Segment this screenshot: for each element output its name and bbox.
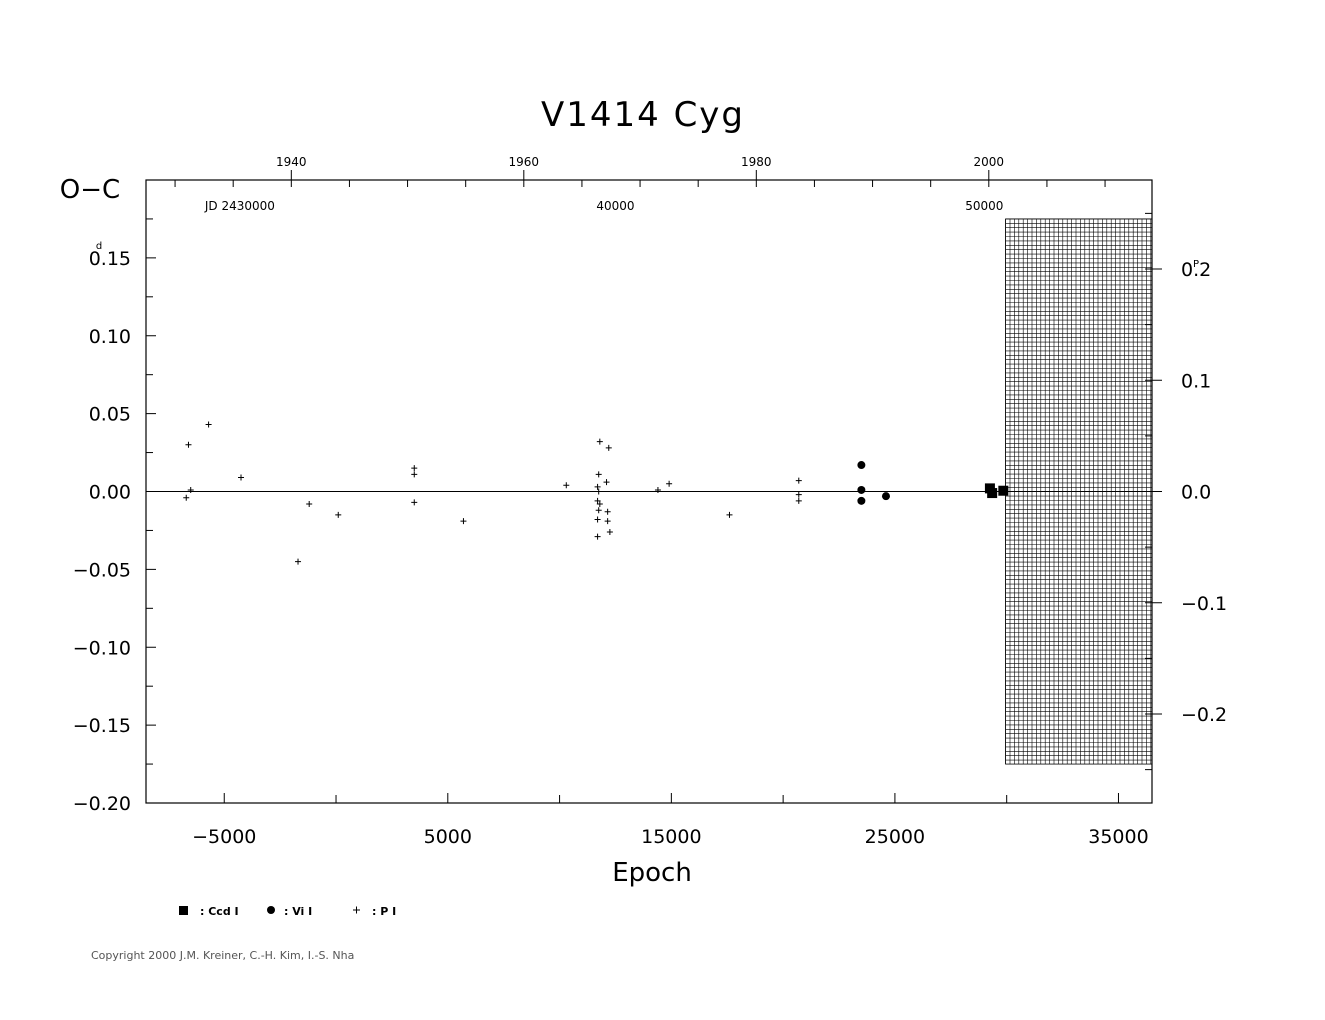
- photo-point: [205, 421, 212, 428]
- legend-photo-label: : P I: [372, 905, 396, 918]
- legend: : Ccd I : Vi I : P I: [179, 905, 396, 918]
- visual-point: [857, 485, 866, 494]
- legend-visual-marker: [267, 906, 275, 914]
- photo-point: [795, 477, 802, 484]
- photo-point: [595, 507, 602, 514]
- top-jd-label: JD 2430000: [204, 199, 275, 213]
- top-year-label: 1980: [741, 155, 772, 169]
- visual-point: [881, 492, 890, 501]
- x-tick-label: 5000: [424, 826, 472, 848]
- legend-photo-marker: [353, 906, 360, 914]
- photo-point: [460, 518, 467, 525]
- photo-point: [306, 500, 313, 507]
- right-tick-label: −0.1: [1181, 593, 1227, 615]
- legend-ccd-label: : Ccd I: [200, 905, 239, 918]
- y-tick-label: −0.20: [73, 793, 131, 815]
- photo-point: [187, 486, 194, 493]
- ticks: −5000 5000 15000 25000 350000.150.100.050.00…: [73, 155, 1227, 848]
- top-year-label: 2000: [974, 155, 1005, 169]
- photo-point: [654, 486, 661, 493]
- photo-point: [594, 516, 601, 523]
- ccd-point: [987, 488, 998, 499]
- right-tick-label: 0.1: [1181, 370, 1211, 392]
- x-tick-label: 15000: [641, 826, 701, 848]
- top-year-label: 1940: [276, 155, 307, 169]
- y-axis-label: O−C: [60, 175, 120, 205]
- right-tick-label: −0.2: [1181, 704, 1227, 726]
- legend-ccd-marker: [179, 906, 188, 915]
- legend-visual-label: : Vi I: [284, 905, 312, 918]
- photo-point: [185, 441, 192, 448]
- x-axis-label: Epoch: [612, 858, 692, 888]
- x-tick-label: −5000: [192, 826, 256, 848]
- top-jd-label: 50000: [965, 199, 1003, 213]
- visual-point: [857, 461, 866, 470]
- chart-title: V1414 Cyg: [541, 95, 745, 135]
- copyright-notice: Copyright 2000 J.M. Kreiner, C.-H. Kim, …: [91, 949, 355, 962]
- photo-point: [606, 528, 613, 535]
- photo-point: [795, 491, 802, 498]
- y-tick-label: −0.05: [73, 559, 131, 581]
- top-jd-label: 40000: [596, 199, 634, 213]
- photo-point: [411, 499, 418, 506]
- visual-point: [857, 496, 866, 505]
- right-unit-label: P: [1193, 259, 1199, 270]
- photo-point: [594, 483, 601, 490]
- top-year-label: 1960: [509, 155, 540, 169]
- y-tick-label: 0.05: [89, 404, 131, 426]
- x-tick-label: 35000: [1088, 826, 1148, 848]
- y-tick-label: 0.15: [89, 248, 131, 270]
- y-tick-label: −0.10: [73, 637, 131, 659]
- x-tick-label: 25000: [865, 826, 925, 848]
- photo-point: [563, 482, 570, 489]
- photo-point: [604, 508, 611, 515]
- photo-point: [595, 471, 602, 478]
- photo-point: [594, 497, 601, 504]
- photo-point: [411, 465, 418, 472]
- right-tick-label: 0.0: [1181, 482, 1211, 504]
- photo-point: [183, 494, 190, 501]
- photo-point: [594, 533, 601, 540]
- photo-point: [604, 518, 611, 525]
- ccd-point: [998, 485, 1009, 496]
- y-tick-label: −0.15: [73, 715, 131, 737]
- y-tick-label: 0.00: [89, 482, 131, 504]
- photo-point: [411, 471, 418, 478]
- y-unit-label: d: [96, 241, 102, 252]
- right-tick-label: 0.2: [1181, 259, 1211, 281]
- y-tick-label: 0.10: [89, 326, 131, 348]
- photo-point: [335, 511, 342, 518]
- photo-point: [595, 488, 602, 495]
- photo-point: [726, 511, 733, 518]
- data-points: [183, 421, 1009, 565]
- photo-point: [596, 500, 603, 507]
- photo-point: [603, 479, 610, 486]
- photo-point: [666, 480, 673, 487]
- photo-point: [295, 558, 302, 565]
- photo-point: [238, 474, 245, 481]
- photo-point: [795, 497, 802, 504]
- photo-point: [605, 444, 612, 451]
- photo-point: [596, 438, 603, 445]
